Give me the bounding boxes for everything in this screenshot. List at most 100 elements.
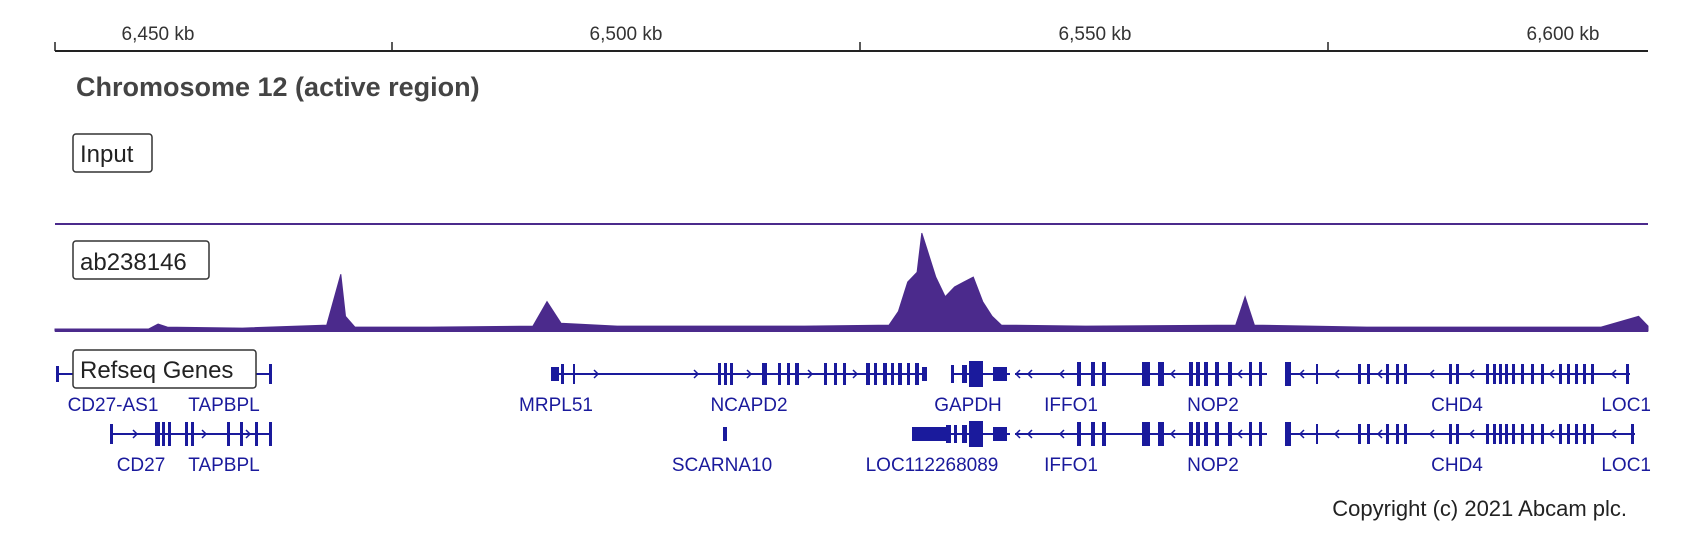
gene-exon — [1358, 364, 1361, 384]
genes-track-label: Refseq Genes — [80, 357, 233, 384]
gene-exon — [874, 363, 877, 385]
gene-exon — [898, 363, 902, 385]
gene-strand-arrow — [201, 429, 208, 439]
input-track-label: Input — [80, 141, 134, 168]
gene-exon — [1358, 424, 1361, 444]
gene-exon — [1386, 364, 1389, 384]
gene-exon — [269, 422, 272, 446]
gene-exon — [946, 425, 951, 443]
gene-exon — [962, 425, 967, 443]
refseq-genes-track: Refseq Genes CD27-AS1 TAPBPL MRPL51 NCAP… — [56, 349, 1651, 476]
gene-exon — [907, 363, 910, 385]
gene-exon — [723, 427, 727, 441]
gene-strand-arrow — [1333, 429, 1340, 439]
gene-strand-arrow — [1026, 429, 1033, 439]
gene-exon — [1449, 364, 1452, 384]
gene-exon — [762, 363, 767, 385]
gene-label-tapbpl: TAPBPL — [188, 395, 259, 416]
gene-exon — [1567, 364, 1570, 384]
gene-gapdh — [951, 361, 1021, 387]
gene-strand-arrow — [1428, 369, 1435, 379]
gene-exon — [1204, 362, 1208, 386]
gene-exon — [168, 422, 171, 446]
gene-loc112268089 — [912, 421, 1021, 447]
gene-strand-arrow — [1058, 429, 1065, 439]
gene-exon — [1493, 424, 1496, 444]
gene-label-nop2: NOP2 — [1187, 395, 1239, 416]
gene-strand-arrow — [1236, 369, 1243, 379]
gene-exon — [795, 363, 799, 385]
gene-exon — [1559, 364, 1562, 384]
gene-exon — [1505, 424, 1508, 444]
gene-exon — [1142, 422, 1150, 446]
gene-exon — [993, 367, 1007, 381]
gene-exon — [1575, 424, 1578, 444]
gene-exon — [1102, 362, 1106, 386]
gene-exon — [1102, 422, 1106, 446]
gene-exon — [1249, 362, 1252, 386]
gene-exon — [1228, 362, 1232, 386]
gene-strand-arrow — [1169, 369, 1176, 379]
gene-exon — [1404, 364, 1407, 384]
gene-label-loc1: LOC1 — [1601, 455, 1651, 476]
gene-row-1 — [56, 361, 1630, 387]
gene-strand-arrow — [852, 369, 859, 379]
gene-exon — [1456, 364, 1459, 384]
gene-exon — [1259, 422, 1262, 446]
gene-exon — [162, 422, 165, 446]
gene-exon — [1215, 362, 1219, 386]
gene-exon — [824, 363, 827, 385]
gene-label-loc1: LOC1 — [1601, 395, 1651, 416]
coordinate-ruler: 6,450 kb 6,500 kb 6,550 kb 6,600 kb — [54, 24, 1648, 52]
gene-label-chd4: CHD4 — [1431, 455, 1483, 476]
gene-exon — [1521, 424, 1524, 444]
gene-ncapd2 — [668, 363, 927, 385]
gene-exon — [778, 363, 781, 385]
gene-exon — [1215, 422, 1219, 446]
gene-exon — [1204, 422, 1208, 446]
gene-exon — [1396, 364, 1399, 384]
input-track: Input — [72, 133, 153, 173]
gene-strand-arrow — [1468, 429, 1475, 439]
gene-exon — [1367, 364, 1370, 384]
gene-exon — [843, 363, 846, 385]
gene-exon — [1512, 424, 1515, 444]
gene-exon — [573, 364, 575, 384]
gene-exon — [551, 367, 559, 381]
gene-exon — [155, 422, 160, 446]
gene-strand-arrow — [1298, 369, 1305, 379]
gene-exon — [1077, 422, 1081, 446]
gene-row-2 — [110, 421, 1635, 447]
track-label-box — [72, 349, 257, 389]
gene-exon — [1367, 424, 1370, 444]
gene-exon — [1591, 364, 1594, 384]
gene-exon — [1196, 422, 1200, 446]
gene-label-mrpl51: MRPL51 — [519, 395, 593, 416]
gene-exon — [1259, 362, 1262, 386]
gene-exon — [922, 367, 927, 381]
gene-exon — [993, 427, 1007, 441]
gene-strand-arrow — [1548, 369, 1555, 379]
gene-exon — [718, 363, 721, 385]
gene-exon — [834, 363, 837, 385]
gene-strand-arrow — [1468, 369, 1475, 379]
gene-strand-arrow — [245, 429, 252, 439]
gene-exon — [1505, 364, 1508, 384]
gene-exon — [1142, 362, 1150, 386]
gene-exon — [1541, 364, 1544, 384]
gene-exon — [1404, 424, 1407, 444]
gene-exon — [255, 422, 258, 446]
gene-exon — [1486, 364, 1489, 384]
gene-exon — [240, 422, 243, 446]
gene-exon — [56, 366, 59, 382]
copyright-notice: Copyright (c) 2021 Abcam plc. — [1332, 496, 1627, 521]
gene-exon — [1091, 422, 1095, 446]
chip-track-label: ab238146 — [80, 249, 187, 276]
gene-label-chd4: CHD4 — [1431, 395, 1483, 416]
gene-scarna10 — [723, 427, 727, 441]
gene-exon — [730, 363, 733, 385]
gene-strand-arrow — [593, 369, 600, 379]
gene-label-iffo1: IFFO1 — [1044, 395, 1098, 416]
ruler-label-6450: 6,450 kb — [122, 24, 195, 45]
gene-exon — [1531, 424, 1534, 444]
